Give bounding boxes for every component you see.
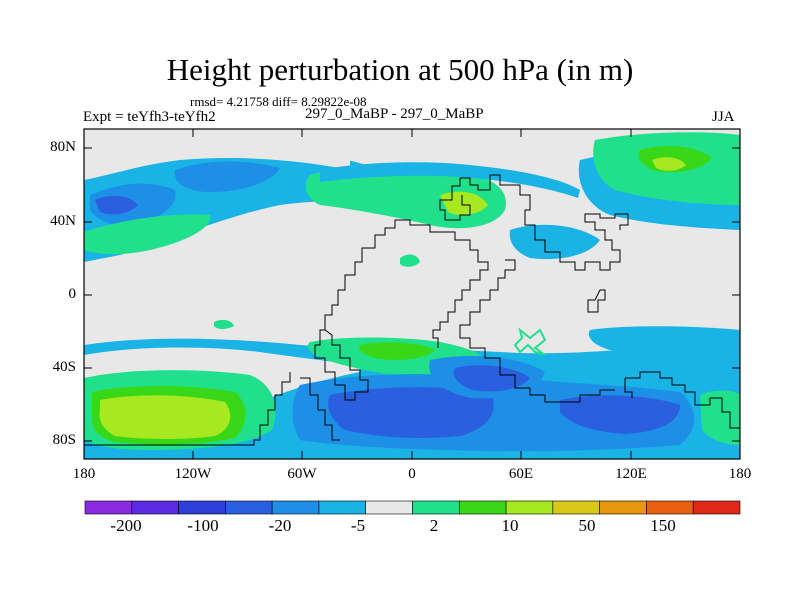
contour-cyan-asia bbox=[509, 224, 600, 260]
outline-africa-west bbox=[324, 219, 400, 330]
outline-arabia-india bbox=[459, 259, 615, 403]
contour-deep-so-3 bbox=[560, 395, 680, 434]
lat-label-40s: 40S bbox=[52, 359, 76, 375]
lon-label-120e: 120E bbox=[615, 466, 647, 482]
contour-blue-nh2 bbox=[174, 161, 280, 193]
lon-label-120w: 120W bbox=[174, 466, 212, 482]
outline-sa-south bbox=[84, 372, 291, 446]
map-title: Height perturbation at 500 hPa (in m) bbox=[166, 52, 634, 87]
lat-label-80s: 80S bbox=[52, 432, 76, 448]
outline-scandinavia bbox=[439, 178, 471, 221]
lat-label-40n: 40N bbox=[50, 213, 76, 229]
contour-green-nh-west bbox=[84, 214, 211, 255]
outline-australia-west bbox=[624, 378, 633, 398]
colorbar-swatch-11 bbox=[599, 500, 647, 515]
lat-label-80n: 80N bbox=[50, 139, 76, 155]
colorbar-label-5: 10 bbox=[501, 516, 519, 535]
contour-deep-so-2 bbox=[453, 365, 530, 392]
colorbar-label-7: 150 bbox=[650, 516, 676, 535]
outline-australia bbox=[625, 371, 740, 429]
outline-antarctic-peninsula bbox=[300, 377, 340, 441]
contour-deep-so-1 bbox=[328, 387, 494, 438]
contour-green-pacific-blob bbox=[214, 319, 234, 329]
stats-line: rmsd= 4.21758 diff= 8.29822e-08 bbox=[190, 94, 367, 109]
lon-tick-marks bbox=[83, 129, 741, 459]
colorbar-label-1: -100 bbox=[187, 516, 219, 535]
contour-fields bbox=[84, 132, 740, 459]
lat-label-0: 0 bbox=[68, 286, 77, 302]
colorbar-swatch-9 bbox=[505, 500, 554, 515]
lon-label-180w: 180 bbox=[72, 466, 96, 482]
colorbar-label-3: -5 bbox=[350, 516, 366, 535]
colorbar-swatch-5 bbox=[318, 500, 367, 515]
contour-cyan-europe bbox=[320, 162, 580, 198]
contour-yellow-sh-pacific bbox=[99, 395, 231, 439]
colorbar-swatch-1 bbox=[131, 500, 179, 515]
colorbar bbox=[84, 500, 741, 515]
colorbar-swatch-3 bbox=[225, 500, 273, 515]
continent-outlines bbox=[84, 174, 740, 446]
contour-cyan-sh-indian bbox=[588, 326, 740, 362]
colorbar-swatch-6 bbox=[365, 500, 413, 515]
lat-tick-marks bbox=[84, 147, 740, 442]
lon-label-60w: 60W bbox=[287, 466, 317, 482]
center-label: 297_0_MaBP - 297_0_MaBP bbox=[305, 106, 484, 122]
lon-label-60e: 60E bbox=[508, 466, 534, 482]
colorbar-swatch-4 bbox=[271, 500, 320, 515]
contour-yellow-pacific-n bbox=[652, 157, 686, 171]
lon-label-180e: 180 bbox=[728, 466, 752, 482]
colorbar-swatch-10 bbox=[552, 500, 600, 515]
season-label: JJA bbox=[712, 109, 735, 125]
outline-madagascar-contour bbox=[513, 327, 547, 356]
contour-zero-arctic bbox=[84, 132, 350, 180]
contour-green-africa-blob bbox=[400, 254, 420, 267]
colorbar-label-6: 50 bbox=[578, 516, 596, 535]
colorbar-swatch-8 bbox=[458, 500, 507, 515]
contour-bgreen-sh-atlantic bbox=[359, 342, 435, 360]
colorbar-swatch-0 bbox=[84, 500, 133, 515]
colorbar-swatch-2 bbox=[178, 500, 226, 515]
outline-eurasia-east bbox=[460, 174, 629, 271]
outline-africa-east bbox=[400, 219, 489, 348]
colorbar-label-2: -20 bbox=[268, 516, 292, 535]
outline-island bbox=[587, 289, 606, 313]
lon-label-0: 0 bbox=[408, 466, 416, 482]
contour-deep-nh1 bbox=[95, 195, 138, 215]
outline-sa-north bbox=[314, 329, 369, 401]
colorbar-swatch-13 bbox=[692, 500, 741, 515]
colorbar-swatch-7 bbox=[412, 500, 460, 515]
experiment-label: Expt = teYfh3-teYfh2 bbox=[83, 109, 216, 125]
colorbar-label-0: -200 bbox=[110, 516, 142, 535]
colorbar-label-4: 2 bbox=[429, 516, 439, 535]
colorbar-swatch-12 bbox=[646, 500, 694, 515]
